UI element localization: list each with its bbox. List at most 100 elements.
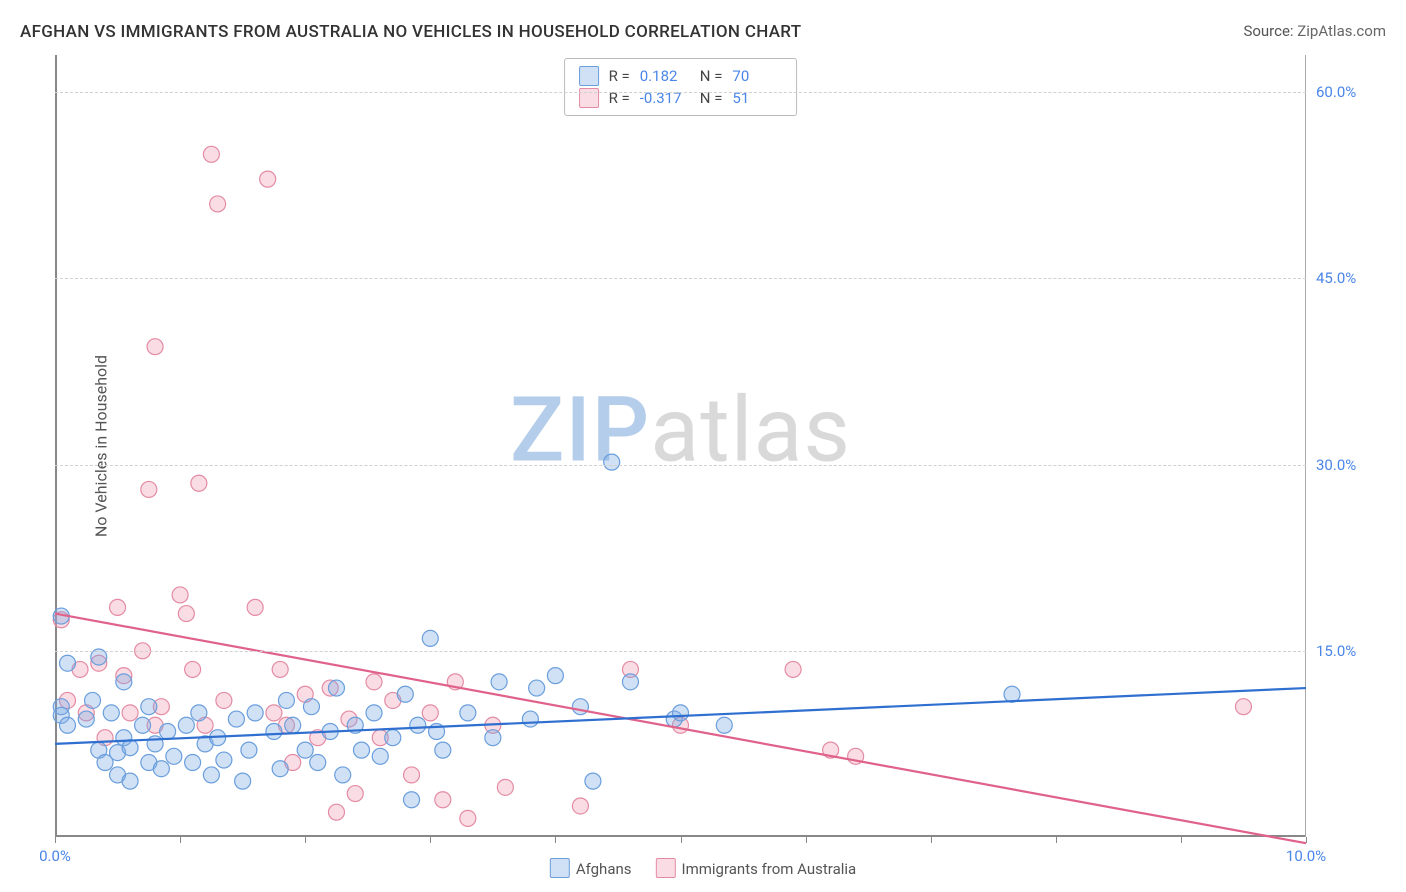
scatter-point-aus xyxy=(435,792,451,808)
x-tick xyxy=(681,837,682,843)
scatter-point-afghans xyxy=(285,717,301,733)
scatter-point-afghans xyxy=(328,680,344,696)
scatter-point-afghans xyxy=(604,454,620,470)
n-label: N = xyxy=(700,65,723,87)
legend-item-afghans: Afghans xyxy=(550,858,632,878)
scatter-point-afghans xyxy=(310,755,326,771)
scatter-point-afghans xyxy=(385,730,401,746)
x-tick xyxy=(1306,837,1307,843)
scatter-point-aus xyxy=(347,786,363,802)
scatter-point-afghans xyxy=(372,748,388,764)
scatter-point-aus xyxy=(191,475,207,491)
scatter-point-aus xyxy=(172,587,188,603)
scatter-point-afghans xyxy=(410,717,426,733)
legend-item-aus: Immigrants from Australia xyxy=(656,858,857,878)
scatter-point-aus xyxy=(110,599,126,615)
n-label: N = xyxy=(700,87,723,109)
legend-label-afghans: Afghans xyxy=(576,860,632,878)
scatter-point-afghans xyxy=(141,699,157,715)
scatter-point-afghans xyxy=(404,792,420,808)
scatter-svg xyxy=(55,55,1306,837)
legend-swatch-aus xyxy=(579,88,599,108)
scatter-point-afghans xyxy=(522,711,538,727)
r-label: R = xyxy=(609,65,630,87)
legend-stats-row-afghans: R = 0.182 N = 70 xyxy=(579,65,783,87)
scatter-point-aus xyxy=(404,767,420,783)
scatter-point-afghans xyxy=(60,655,76,671)
source-value: ZipAtlas.com xyxy=(1297,22,1386,40)
scatter-point-aus xyxy=(147,339,163,355)
scatter-point-afghans xyxy=(547,668,563,684)
scatter-point-afghans xyxy=(435,742,451,758)
scatter-point-afghans xyxy=(153,761,169,777)
y-tick-label: 45.0% xyxy=(1316,269,1386,287)
scatter-point-aus xyxy=(178,606,194,622)
scatter-point-afghans xyxy=(78,711,94,727)
legend-series: Afghans Immigrants from Australia xyxy=(550,858,856,878)
scatter-point-afghans xyxy=(460,705,476,721)
gridline xyxy=(55,278,1306,279)
gridline xyxy=(55,651,1306,652)
scatter-point-afghans xyxy=(716,717,732,733)
scatter-point-aus xyxy=(210,196,226,212)
scatter-point-afghans xyxy=(178,717,194,733)
gridline xyxy=(55,92,1306,93)
x-tick xyxy=(1181,837,1182,843)
source-label: Source: xyxy=(1243,22,1293,40)
scatter-point-afghans xyxy=(673,705,689,721)
legend-stats: R = 0.182 N = 70 R = -0.317 N = 51 xyxy=(564,58,798,116)
n-value-afghans: 70 xyxy=(732,65,782,87)
legend-swatch-afghans xyxy=(550,858,570,878)
y-tick-label: 60.0% xyxy=(1316,83,1386,101)
scatter-point-aus xyxy=(141,481,157,497)
scatter-point-afghans xyxy=(60,717,76,733)
scatter-point-afghans xyxy=(85,692,101,708)
scatter-point-aus xyxy=(328,804,344,820)
regression-line-aus xyxy=(55,614,1306,844)
y-tick-label: 15.0% xyxy=(1316,642,1386,660)
scatter-point-afghans xyxy=(353,742,369,758)
r-value-afghans: 0.182 xyxy=(640,65,690,87)
scatter-point-afghans xyxy=(166,748,182,764)
scatter-point-afghans xyxy=(572,699,588,715)
scatter-point-aus xyxy=(266,705,282,721)
scatter-point-aus xyxy=(122,705,138,721)
r-value-aus: -0.317 xyxy=(640,87,690,109)
scatter-point-afghans xyxy=(122,773,138,789)
x-tick xyxy=(931,837,932,843)
scatter-point-aus xyxy=(460,810,476,826)
source-credit: Source: ZipAtlas.com xyxy=(1243,22,1386,40)
legend-swatch-aus xyxy=(656,858,676,878)
legend-label-aus: Immigrants from Australia xyxy=(682,860,857,878)
x-tick xyxy=(180,837,181,843)
scatter-point-aus xyxy=(785,661,801,677)
scatter-point-afghans xyxy=(185,755,201,771)
chart-title: AFGHAN VS IMMIGRANTS FROM AUSTRALIA NO V… xyxy=(20,22,801,42)
scatter-point-afghans xyxy=(622,674,638,690)
scatter-point-aus xyxy=(366,674,382,690)
scatter-point-aus xyxy=(203,146,219,162)
scatter-point-afghans xyxy=(241,742,257,758)
scatter-point-aus xyxy=(185,661,201,677)
scatter-point-afghans xyxy=(366,705,382,721)
scatter-point-afghans xyxy=(491,674,507,690)
x-tick xyxy=(430,837,431,843)
scatter-point-afghans xyxy=(116,674,132,690)
scatter-point-aus xyxy=(247,599,263,615)
gridline xyxy=(55,465,1306,466)
n-value-aus: 51 xyxy=(732,87,782,109)
x-tick-label: 10.0% xyxy=(1286,847,1326,865)
scatter-point-afghans xyxy=(272,761,288,777)
scatter-point-afghans xyxy=(266,723,282,739)
legend-stats-row-aus: R = -0.317 N = 51 xyxy=(579,87,783,109)
scatter-point-afghans xyxy=(122,740,138,756)
scatter-point-afghans xyxy=(191,705,207,721)
scatter-point-afghans xyxy=(422,630,438,646)
scatter-point-afghans xyxy=(228,711,244,727)
scatter-point-aus xyxy=(216,692,232,708)
x-tick xyxy=(55,837,56,843)
scatter-point-afghans xyxy=(160,723,176,739)
scatter-point-afghans xyxy=(485,730,501,746)
scatter-point-afghans xyxy=(585,773,601,789)
scatter-point-afghans xyxy=(335,767,351,783)
